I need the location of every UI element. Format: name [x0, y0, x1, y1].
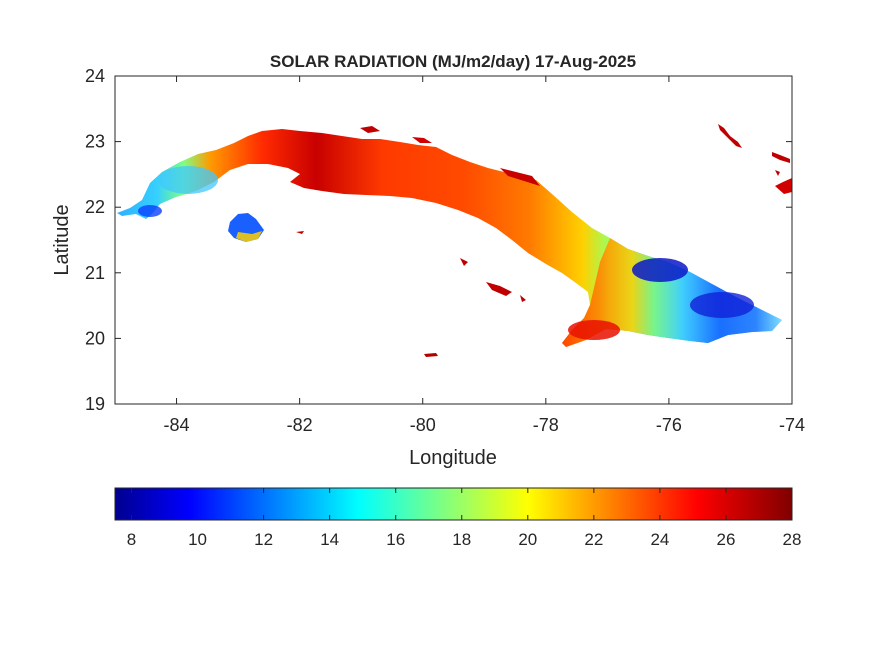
colorbar-tick-label: 20 — [518, 530, 537, 549]
south-cays-2 — [486, 282, 512, 296]
isla-de-la-juventud-south — [236, 231, 262, 242]
colorbar: 8 10 12 14 16 18 20 22 24 26 28 — [114, 487, 802, 549]
y-tick-label: 24 — [85, 66, 105, 86]
chart-title: SOLAR RADIATION (MJ/m2/day) 17-Aug-2025 — [270, 52, 636, 71]
y-tick-label: 19 — [85, 394, 105, 414]
y-tick-label: 21 — [85, 263, 105, 283]
pinar-tip-blue — [138, 205, 162, 217]
colorbar-tick-label: 16 — [386, 530, 405, 549]
x-tick-label: -82 — [287, 415, 313, 435]
colorbar-tick-label: 8 — [127, 530, 136, 549]
y-tick-label: 20 — [85, 328, 105, 348]
north-cays-3 — [500, 168, 540, 186]
south-cays-4 — [424, 353, 438, 357]
colorbar-tick-label: 24 — [650, 530, 669, 549]
north-cays-2 — [412, 137, 432, 143]
y-tick-label: 22 — [85, 197, 105, 217]
plot-area: -84 -82 -80 -78 -76 -74 19 20 21 22 23 24 Longitud… — [51, 66, 805, 469]
x-axis-label: Longitude — [409, 447, 497, 469]
x-tick-label: -84 — [164, 415, 190, 435]
southwest-cay — [296, 231, 304, 234]
south-cays-3 — [520, 295, 526, 302]
bahamas-island — [718, 124, 742, 148]
x-axis-ticks: -84 -82 -80 -78 -76 -74 — [164, 76, 805, 435]
x-tick-label: -76 — [656, 415, 682, 435]
small-island-east — [775, 170, 780, 176]
colorbar-tick-label: 22 — [584, 530, 603, 549]
colorbar-tick-label: 28 — [783, 530, 802, 549]
pinar-west-cyan — [158, 166, 218, 194]
axes-box — [114, 75, 793, 405]
cuba-east-tint — [562, 238, 782, 347]
colorbar-tick-label: 10 — [188, 530, 207, 549]
x-tick-label: -74 — [779, 415, 805, 435]
hispaniola-tip — [775, 178, 792, 194]
axes-background — [115, 76, 792, 404]
radiation-map — [117, 124, 792, 357]
y-axis-label: Latitude — [51, 204, 73, 275]
granma-maximum — [568, 320, 620, 340]
x-tick-label: -80 — [410, 415, 436, 435]
colorbar-gradient — [114, 487, 793, 521]
colorbar-ticks: 8 10 12 14 16 18 20 22 24 26 28 — [127, 488, 802, 549]
x-tick-label: -78 — [533, 415, 559, 435]
guantanamo-minimum — [690, 292, 754, 318]
colorbar-tick-label: 26 — [716, 530, 735, 549]
colorbar-tick-label: 18 — [452, 530, 471, 549]
colorbar-tick-label: 14 — [320, 530, 339, 549]
colorbar-tick-label: 12 — [254, 530, 273, 549]
south-cays-1 — [460, 258, 468, 266]
north-cays-1 — [360, 126, 380, 133]
y-tick-label: 23 — [85, 132, 105, 152]
holguin-minimum — [632, 258, 688, 282]
great-inagua — [772, 152, 790, 163]
y-axis-ticks: 19 20 21 22 23 24 — [85, 66, 792, 414]
